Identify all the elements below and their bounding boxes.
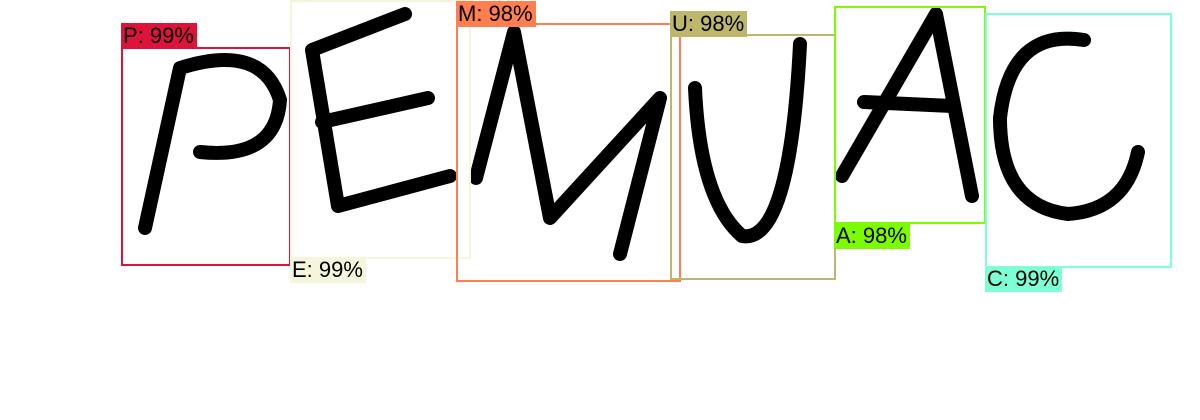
detection-box-c xyxy=(985,13,1172,268)
detection-box-e xyxy=(290,0,471,259)
detection-box-u xyxy=(670,34,836,280)
glyph-e xyxy=(305,7,457,213)
detection-label-c: C: 99% xyxy=(985,266,1063,292)
detection-box-m xyxy=(456,23,681,282)
glyph-m xyxy=(469,25,667,261)
detection-label-e: E: 99% xyxy=(290,257,366,283)
glyph-a xyxy=(835,7,979,203)
detection-label-m: M: 98% xyxy=(456,1,536,27)
detection-label-a: A: 98% xyxy=(834,223,910,249)
detection-label-u: U: 98% xyxy=(670,11,748,37)
detection-box-p xyxy=(121,47,291,266)
glyph-c xyxy=(993,31,1145,221)
glyph-p xyxy=(138,53,287,235)
detection-box-a xyxy=(834,6,986,224)
detection-label-p: P: 99% xyxy=(121,23,197,49)
glyph-u xyxy=(688,37,807,244)
